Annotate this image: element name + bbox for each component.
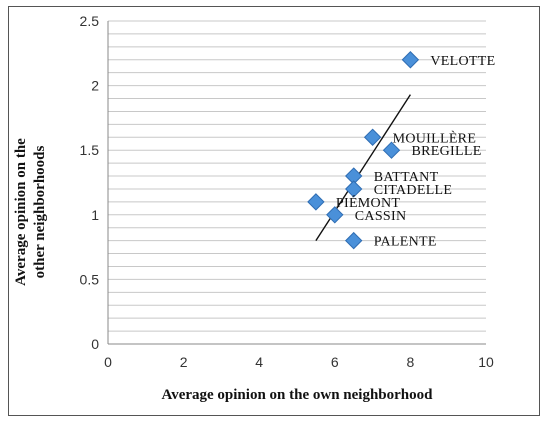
y-tick-labels: 0 0.5 1 1.5 2 2.5 (80, 13, 100, 352)
gridlines (108, 20, 486, 332)
x-axis-title: Average opinion on the own neighborhood (161, 387, 433, 403)
data-point-marker (326, 206, 344, 224)
x-tick-label: 6 (331, 354, 339, 370)
data-point-marker (307, 193, 325, 211)
data-point-label: PALENTE (374, 235, 437, 250)
data-point-label: CASSIN (355, 209, 407, 224)
data-point-marker (344, 180, 363, 198)
chart-frame (8, 6, 540, 416)
data-points (307, 51, 420, 250)
y-tick-label: 1 (91, 207, 99, 223)
data-point-label: BREGILLE (412, 144, 482, 159)
y-axis-title: Average opinion on the other neighborhood… (13, 138, 48, 286)
data-point-label: CITADELLE (374, 183, 453, 198)
y-tick-label: 0.5 (80, 271, 100, 287)
x-tick-label: 2 (180, 354, 188, 370)
data-point-label: PIÉMONT (336, 194, 400, 211)
data-point-marker (363, 128, 382, 146)
x-tick-label: 0 (104, 354, 112, 370)
data-point-marker (382, 141, 401, 159)
axes (107, 21, 486, 345)
x-tick-label: 10 (478, 354, 494, 370)
x-tick-label: 8 (407, 354, 415, 370)
data-point-label: VELOTTE (430, 54, 495, 69)
data-point-marker (344, 231, 363, 250)
x-tick-labels: 0 2 4 6 8 10 (104, 354, 494, 370)
data-point-marker (401, 51, 420, 69)
y-tick-label: 2 (91, 78, 99, 94)
data-point-label: MOUILLÈRE (393, 129, 477, 146)
data-point-label: BATTANT (374, 170, 439, 185)
x-tick-label: 4 (255, 354, 263, 370)
y-tick-label: 2.5 (80, 13, 100, 29)
y-tick-label: 0 (91, 336, 99, 352)
y-tick-label: 1.5 (80, 142, 100, 158)
